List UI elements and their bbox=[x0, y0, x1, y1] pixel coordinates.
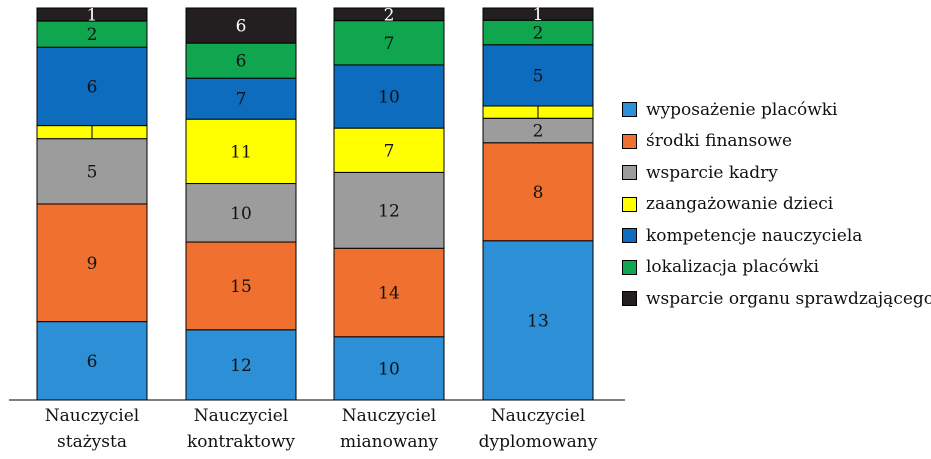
category-label: Nauczyciel bbox=[342, 406, 437, 426]
data-label: 7 bbox=[384, 34, 395, 54]
legend-item: kompetencje nauczyciela bbox=[622, 220, 931, 252]
data-label: 8 bbox=[533, 183, 544, 203]
data-label: 5 bbox=[87, 162, 98, 182]
category-label: dyplomowany bbox=[479, 432, 598, 452]
legend-label: wsparcie organu sprawdzającego bbox=[646, 289, 931, 309]
data-label: 11 bbox=[230, 142, 252, 162]
data-label: 7 bbox=[384, 141, 395, 161]
data-label: 6 bbox=[87, 77, 98, 97]
legend-swatch bbox=[622, 260, 637, 275]
legend-label: kompetencje nauczyciela bbox=[646, 226, 862, 246]
data-label: 5 bbox=[533, 66, 544, 86]
data-label: 6 bbox=[236, 52, 247, 72]
data-label: 10 bbox=[230, 204, 252, 224]
data-label: 13 bbox=[527, 311, 549, 331]
data-label: 2 bbox=[533, 24, 544, 44]
data-label: 9 bbox=[87, 254, 98, 274]
data-label: 7 bbox=[236, 90, 247, 110]
data-label: 10 bbox=[378, 88, 400, 108]
legend-swatch bbox=[622, 102, 637, 117]
legend-item: wyposażenie placówki bbox=[622, 94, 931, 126]
category-label: Nauczyciel bbox=[194, 406, 289, 426]
chart-legend: wyposażenie placówki środki finansowe wspa… bbox=[622, 94, 931, 315]
data-label: 14 bbox=[378, 284, 400, 304]
legend-label: zaangażowanie dzieci bbox=[646, 194, 833, 214]
data-label: 10 bbox=[378, 359, 400, 379]
legend-label: wsparcie kadry bbox=[646, 163, 778, 183]
legend-item: środki finansowe bbox=[622, 126, 931, 158]
data-label: 2 bbox=[533, 122, 544, 142]
legend-label: wyposażenie placówki bbox=[646, 100, 838, 120]
data-label: 15 bbox=[230, 277, 252, 297]
data-label: 6 bbox=[236, 17, 247, 37]
category-label: stażysta bbox=[57, 432, 127, 452]
category-label: Nauczyciel bbox=[45, 406, 140, 426]
data-label: 1 bbox=[533, 5, 544, 25]
legend-item: lokalizacja placówki bbox=[622, 252, 931, 284]
data-label: 2 bbox=[87, 25, 98, 45]
category-label: kontraktowy bbox=[187, 432, 295, 452]
legend-item: wsparcie organu sprawdzającego bbox=[622, 283, 931, 315]
legend-item: zaangażowanie dzieci bbox=[622, 189, 931, 221]
legend-swatch bbox=[622, 291, 637, 306]
data-label: 12 bbox=[230, 356, 252, 376]
category-label: mianowany bbox=[340, 432, 439, 452]
legend-item: wsparcie kadry bbox=[622, 157, 931, 189]
legend-swatch bbox=[622, 228, 637, 243]
legend-label: lokalizacja placówki bbox=[646, 257, 819, 277]
data-label: 2 bbox=[384, 5, 395, 25]
data-label: 12 bbox=[378, 201, 400, 221]
category-label: Nauczyciel bbox=[491, 406, 586, 426]
data-label: 1 bbox=[87, 6, 98, 26]
legend-label: środki finansowe bbox=[646, 131, 792, 151]
legend-swatch bbox=[622, 197, 637, 212]
data-label: 6 bbox=[87, 352, 98, 372]
legend-swatch bbox=[622, 165, 637, 180]
legend-swatch bbox=[622, 134, 637, 149]
